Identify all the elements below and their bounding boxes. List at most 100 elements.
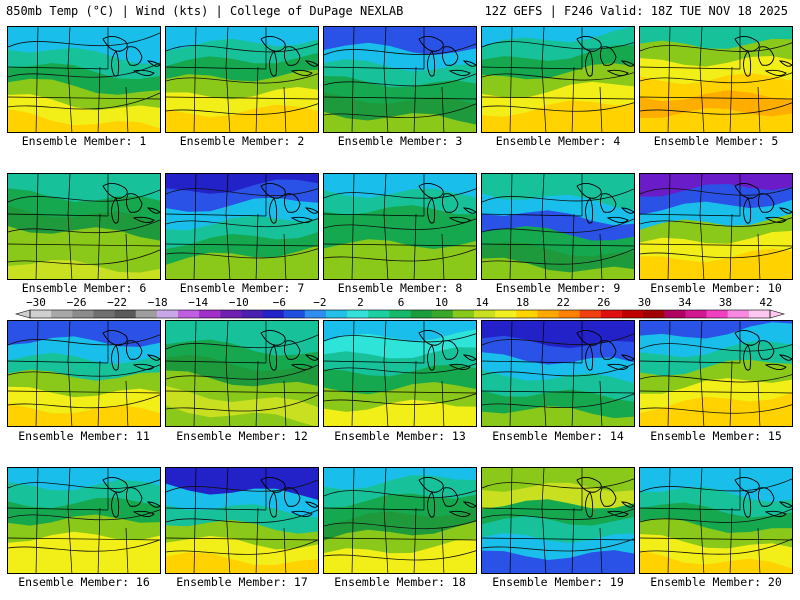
member-caption: Ensemble Member: 4 — [495, 134, 621, 148]
map-boundaries — [8, 27, 160, 132]
height-contours — [324, 188, 476, 262]
map-boundaries — [640, 321, 792, 426]
temperature-field-map — [482, 321, 634, 426]
map-boundaries — [8, 321, 160, 426]
colorbar-swatch — [558, 310, 581, 318]
colorbar-tick-label: −18 — [147, 296, 168, 309]
map-boundaries — [8, 174, 160, 279]
member-map-16 — [7, 467, 161, 574]
colorbar-tick-label: −10 — [228, 296, 249, 309]
colorbar-tick-label: 14 — [475, 296, 489, 309]
map-boundaries — [8, 468, 160, 573]
temperature-field-map — [640, 174, 792, 279]
map-boundaries — [324, 468, 476, 573]
colorbar-swatch — [431, 310, 454, 318]
height-contours — [640, 343, 792, 414]
member-map-8 — [323, 173, 477, 280]
map-boundaries — [640, 468, 792, 573]
member-map-13 — [323, 320, 477, 427]
height-contours — [482, 41, 634, 112]
member-caption: Ensemble Member: 17 — [176, 575, 308, 589]
map-boundaries — [324, 321, 476, 426]
member-caption: Ensemble Member: 14 — [492, 429, 624, 443]
colorbar-tick-label: 18 — [516, 296, 530, 309]
colorbar-swatch — [326, 310, 348, 318]
colorbar-swatch — [72, 310, 94, 318]
colorbar-tick-label: 30 — [637, 296, 651, 309]
colorbar-swatch — [516, 310, 538, 318]
header-run-info: 12Z GEFS | F246 Valid: 18Z TUE NOV 18 20… — [484, 4, 788, 18]
member-map-1 — [7, 26, 161, 133]
member-map-19 — [481, 467, 635, 574]
member-map-4 — [481, 26, 635, 133]
colorbar-swatch — [748, 310, 771, 318]
member-caption: Ensemble Member: 20 — [650, 575, 782, 589]
temperature-field-map — [482, 468, 634, 573]
colorbar-swatch — [199, 310, 221, 318]
member-caption: Ensemble Member: 6 — [21, 281, 147, 295]
colorbar-tick-label: −6 — [272, 296, 286, 309]
colorbar-swatch — [283, 310, 306, 318]
member-map-14 — [481, 320, 635, 427]
map-boundaries — [324, 27, 476, 132]
temperature-field-map — [482, 27, 634, 132]
member-caption: Ensemble Member: 9 — [495, 281, 621, 295]
member-caption: Ensemble Member: 1 — [21, 134, 147, 148]
member-caption: Ensemble Member: 15 — [650, 429, 782, 443]
member-caption: Ensemble Member: 3 — [337, 134, 463, 148]
colorbar-tick-label: −22 — [107, 296, 128, 309]
colorbar-swatch — [727, 310, 750, 318]
temperature-field-map — [8, 174, 160, 279]
member-map-6 — [7, 173, 161, 280]
height-contours — [166, 334, 318, 412]
map-boundaries — [640, 174, 792, 279]
map-boundaries — [482, 174, 634, 279]
member-caption: Ensemble Member: 10 — [650, 281, 782, 295]
colorbar-swatch — [622, 310, 644, 318]
colorbar-outline — [29, 309, 771, 319]
height-contours — [166, 479, 318, 555]
member-map-10 — [639, 173, 793, 280]
map-boundaries — [482, 321, 634, 426]
colorbar-swatch — [114, 310, 137, 318]
member-map-20 — [639, 467, 793, 574]
map-boundaries — [324, 174, 476, 279]
colorbar-swatch — [347, 310, 369, 318]
member-caption: Ensemble Member: 13 — [334, 429, 466, 443]
temperature-field-map — [8, 468, 160, 573]
temperature-field-map — [166, 174, 318, 279]
height-contours — [324, 333, 476, 405]
height-contours — [8, 189, 160, 265]
colorbar-tick-label: −30 — [26, 296, 46, 309]
temperature-field-map — [640, 468, 792, 573]
colorbar-swatch — [537, 310, 559, 318]
member-caption: Ensemble Member: 8 — [337, 281, 463, 295]
height-contours — [166, 43, 318, 115]
member-caption: Ensemble Member: 5 — [653, 134, 779, 148]
colorbar-swatch — [389, 310, 411, 318]
temperature-field-map — [640, 321, 792, 426]
member-caption: Ensemble Member: 18 — [334, 575, 466, 589]
colorbar-tick-label: 34 — [678, 296, 692, 309]
colorbar-swatch — [495, 310, 517, 318]
member-caption: Ensemble Member: 7 — [179, 281, 305, 295]
member-caption: Ensemble Member: 11 — [18, 429, 150, 443]
member-map-12 — [165, 320, 319, 427]
height-contours — [8, 479, 160, 552]
colorbar-swatch — [600, 310, 623, 318]
height-contours — [8, 334, 160, 409]
colorbar-tick-label: 2 — [357, 296, 364, 309]
member-map-18 — [323, 467, 477, 574]
member-map-3 — [323, 26, 477, 133]
member-map-15 — [639, 320, 793, 427]
member-map-11 — [7, 320, 161, 427]
colorbar-tick-label: 22 — [556, 296, 570, 309]
colorbar-left-arrow — [14, 309, 31, 319]
colorbar-swatch — [452, 310, 475, 318]
temperature-field-map — [324, 321, 476, 426]
colorbar-swatch — [156, 310, 179, 318]
temperature-field-map — [166, 321, 318, 426]
temperature-field-map — [166, 468, 318, 573]
colorbar-swatch — [178, 310, 200, 318]
member-map-7 — [165, 173, 319, 280]
